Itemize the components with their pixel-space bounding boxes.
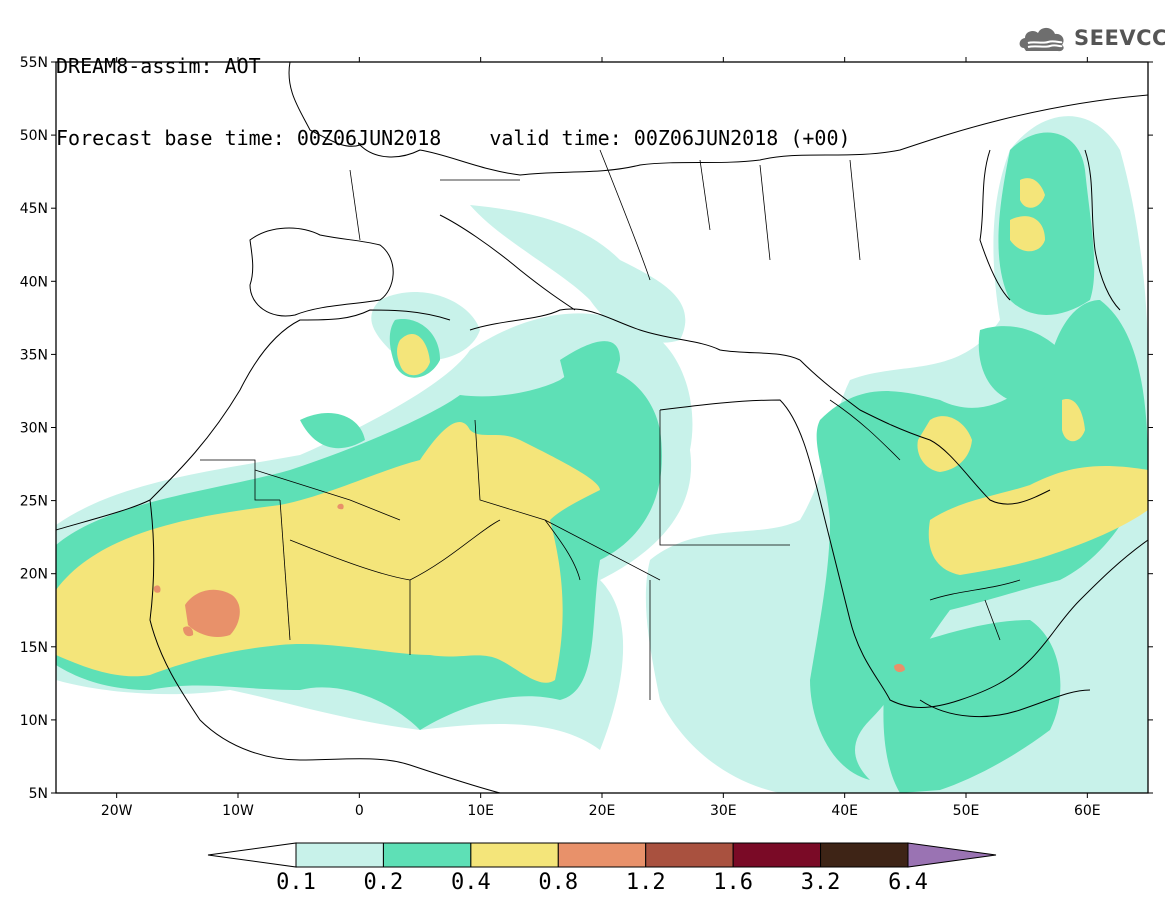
colorbar-segment: [820, 842, 909, 868]
valid-time: valid time: 00Z06JUN2018 (+00): [489, 126, 851, 150]
logo-text: SEEVCCC: [1074, 26, 1165, 50]
lon-label: 20E: [589, 803, 616, 819]
lat-label: 10N: [20, 713, 48, 729]
lat-label: 45N: [20, 201, 48, 217]
lat-label: 55N: [20, 55, 48, 71]
seevccc-logo: SEEVCCC: [1016, 22, 1165, 56]
colorbar-label: 1.2: [625, 870, 666, 895]
lon-label: 10E: [467, 803, 494, 819]
colorbar: [207, 842, 997, 868]
lon-label: 10W: [222, 803, 254, 819]
longitude-axis: 20W 10W 0 10E 20E 30E 40E 50E 60E: [101, 57, 1101, 819]
base-time: Forecast base time: 00Z06JUN2018: [56, 126, 442, 150]
colorbar-min-arrow: [207, 842, 297, 868]
lat-label: 5N: [29, 786, 48, 802]
map-title: DREAM8-assim: AOT: [56, 54, 261, 78]
colorbar-label: 0.2: [363, 870, 404, 895]
colorbar-labels: 0.1 0.2 0.4 0.8 1.2 1.6 3.2 6.4: [0, 870, 1165, 900]
colorbar-label: 0.4: [450, 870, 491, 895]
lon-label: 50E: [953, 803, 980, 819]
country-borders: [200, 149, 1021, 700]
cloud-icon: [1019, 27, 1064, 52]
aot-contour-0.8: [153, 503, 905, 673]
latitude-axis: 55N 50N 45N 40N 35N 30N 25N 20N 15N 10N 5N: [20, 55, 1153, 802]
colorbar-max-arrow: [907, 842, 997, 868]
coastlines: [56, 62, 1148, 793]
lat-label: 50N: [20, 128, 48, 144]
lat-label: 35N: [20, 347, 48, 363]
colorbar-segment: [382, 842, 472, 868]
aot-field: [56, 62, 1148, 793]
colorbar-label: 3.2: [800, 870, 841, 895]
lat-label: 15N: [20, 640, 48, 656]
lon-label: 20W: [101, 803, 133, 819]
colorbar-segment: [295, 842, 384, 868]
time-line: Forecast base time: 00Z06JUN2018 valid ti…: [56, 126, 851, 150]
colorbar-label: 0.8: [538, 870, 579, 895]
colorbar-label: 1.6: [713, 870, 754, 895]
colorbar-label: 0.1: [276, 870, 316, 895]
lat-label: 40N: [20, 274, 48, 290]
lon-label: 40E: [831, 803, 858, 819]
lat-label: 25N: [20, 494, 48, 510]
lon-label: 0: [355, 803, 364, 819]
lat-label: 30N: [20, 421, 48, 437]
colorbar-label: 6.4: [888, 870, 928, 895]
colorbar-segment: [470, 842, 559, 868]
lon-label: 30E: [710, 803, 737, 819]
lon-label: 60E: [1074, 803, 1101, 819]
colorbar-segment: [645, 842, 734, 868]
colorbar-segment: [732, 842, 822, 868]
map-header: DREAM8-assim: AOT Forecast base time: 00…: [56, 6, 851, 174]
colorbar-segment: [557, 842, 647, 868]
lat-label: 20N: [20, 567, 48, 583]
